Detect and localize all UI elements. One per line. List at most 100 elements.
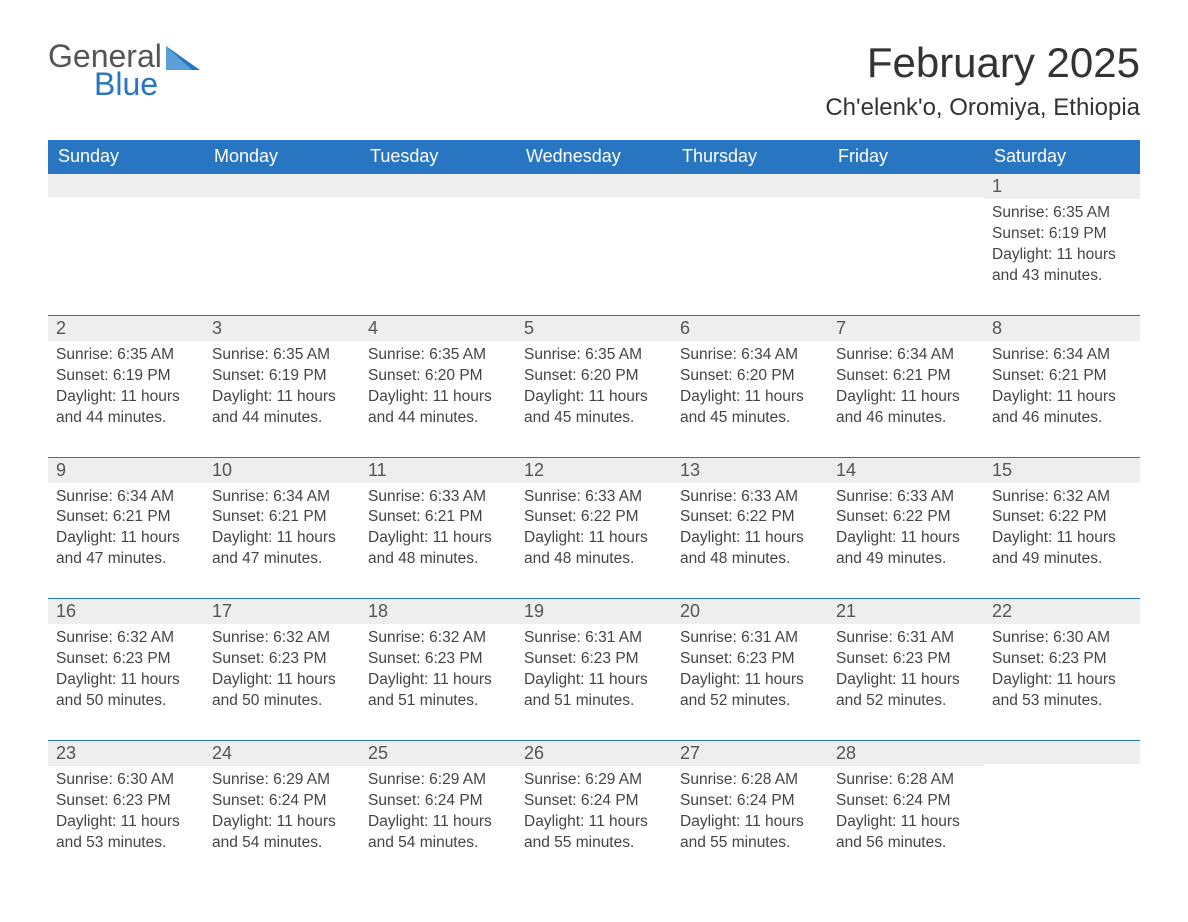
sunrise-line: Sunrise: 6:28 AM (836, 770, 976, 791)
daylight-line: Daylight: 11 hours and 45 minutes. (524, 387, 664, 429)
daylight-line: Daylight: 11 hours and 44 minutes. (212, 387, 352, 429)
day-number: 13 (672, 457, 828, 483)
sunset-line: Sunset: 6:21 PM (368, 507, 508, 528)
day-details: Sunrise: 6:28 AMSunset: 6:24 PMDaylight:… (828, 766, 984, 854)
calendar-week-row: 9Sunrise: 6:34 AMSunset: 6:21 PMDaylight… (48, 457, 1140, 599)
sunset-line: Sunset: 6:23 PM (56, 791, 196, 812)
calendar-day-cell: 5Sunrise: 6:35 AMSunset: 6:20 PMDaylight… (516, 315, 672, 457)
sunset-line: Sunset: 6:24 PM (680, 791, 820, 812)
sunset-line: Sunset: 6:22 PM (836, 507, 976, 528)
sunrise-line: Sunrise: 6:29 AM (212, 770, 352, 791)
daylight-line: Daylight: 11 hours and 44 minutes. (56, 387, 196, 429)
day-number: 9 (48, 457, 204, 483)
sunrise-line: Sunrise: 6:35 AM (524, 345, 664, 366)
calendar-day-cell: 16Sunrise: 6:32 AMSunset: 6:23 PMDayligh… (48, 598, 204, 740)
daylight-line: Daylight: 11 hours and 55 minutes. (524, 812, 664, 854)
daylight-line: Daylight: 11 hours and 46 minutes. (992, 387, 1132, 429)
daylight-line: Daylight: 11 hours and 55 minutes. (680, 812, 820, 854)
day-number: 6 (672, 315, 828, 341)
location: Ch'elenk'o, Oromiya, Ethiopia (825, 94, 1140, 122)
day-number: 8 (984, 315, 1140, 341)
day-number: 5 (516, 315, 672, 341)
header: General Blue February 2025 Ch'elenk'o, O… (48, 40, 1140, 122)
month-title: February 2025 (825, 40, 1140, 86)
sunrise-line: Sunrise: 6:29 AM (368, 770, 508, 791)
calendar-day-cell (204, 173, 360, 315)
day-number: 14 (828, 457, 984, 483)
calendar-day-cell: 18Sunrise: 6:32 AMSunset: 6:23 PMDayligh… (360, 598, 516, 740)
day-details: Sunrise: 6:29 AMSunset: 6:24 PMDaylight:… (516, 766, 672, 854)
calendar-day-cell (672, 173, 828, 315)
sunset-line: Sunset: 6:21 PM (56, 507, 196, 528)
daylight-line: Daylight: 11 hours and 47 minutes. (56, 528, 196, 570)
daylight-line: Daylight: 11 hours and 51 minutes. (524, 670, 664, 712)
sunrise-line: Sunrise: 6:33 AM (524, 487, 664, 508)
weekday-header: Tuesday (360, 140, 516, 173)
sunrise-line: Sunrise: 6:35 AM (992, 203, 1132, 224)
sunrise-line: Sunrise: 6:31 AM (524, 628, 664, 649)
calendar-day-cell: 4Sunrise: 6:35 AMSunset: 6:20 PMDaylight… (360, 315, 516, 457)
calendar-day-cell: 20Sunrise: 6:31 AMSunset: 6:23 PMDayligh… (672, 598, 828, 740)
calendar-body: 1Sunrise: 6:35 AMSunset: 6:19 PMDaylight… (48, 173, 1140, 881)
day-details: Sunrise: 6:34 AMSunset: 6:21 PMDaylight:… (48, 483, 204, 571)
calendar-day-cell (984, 740, 1140, 882)
sunrise-line: Sunrise: 6:28 AM (680, 770, 820, 791)
day-number: 7 (828, 315, 984, 341)
day-number: 27 (672, 740, 828, 766)
day-number: 4 (360, 315, 516, 341)
calendar-week-row: 1Sunrise: 6:35 AMSunset: 6:19 PMDaylight… (48, 173, 1140, 315)
sunset-line: Sunset: 6:23 PM (368, 649, 508, 670)
daylight-line: Daylight: 11 hours and 56 minutes. (836, 812, 976, 854)
calendar-day-cell: 24Sunrise: 6:29 AMSunset: 6:24 PMDayligh… (204, 740, 360, 882)
logo-word2: Blue (94, 68, 162, 100)
day-details: Sunrise: 6:32 AMSunset: 6:22 PMDaylight:… (984, 483, 1140, 571)
day-details: Sunrise: 6:35 AMSunset: 6:19 PMDaylight:… (48, 341, 204, 429)
empty-day (360, 173, 516, 197)
day-number: 11 (360, 457, 516, 483)
calendar-day-cell: 26Sunrise: 6:29 AMSunset: 6:24 PMDayligh… (516, 740, 672, 882)
day-details: Sunrise: 6:35 AMSunset: 6:20 PMDaylight:… (516, 341, 672, 429)
calendar-week-row: 23 Sunrise: 6:30 AMSunset: 6:23 PM Dayligh… (48, 740, 1140, 882)
daylight-line: Daylight: 11 hours and 50 minutes. (212, 670, 352, 712)
empty-day (204, 173, 360, 197)
sunset-line: Sunset: 6:22 PM (680, 507, 820, 528)
sunrise-line: Sunrise: 6:32 AM (56, 628, 196, 649)
sunrise-line: Sunrise: 6:34 AM (992, 345, 1132, 366)
day-details: Sunrise: 6:28 AMSunset: 6:24 PMDaylight:… (672, 766, 828, 854)
day-details: Sunrise: 6:34 AMSunset: 6:21 PMDaylight:… (828, 341, 984, 429)
daylight-line: Daylight: 11 hours and 45 minutes. (680, 387, 820, 429)
daylight-line: Daylight: 11 hours and 46 minutes. (836, 387, 976, 429)
calendar-day-cell: 22Sunrise: 6:30 AMSunset: 6:23 PMDayligh… (984, 598, 1140, 740)
day-details: Sunrise: 6:34 AMSunset: 6:21 PMDaylight:… (204, 483, 360, 571)
day-number: 15 (984, 457, 1140, 483)
calendar-day-cell: 1Sunrise: 6:35 AMSunset: 6:19 PMDaylight… (984, 173, 1140, 315)
day-number: 24 (204, 740, 360, 766)
calendar-day-cell: 17Sunrise: 6:32 AMSunset: 6:23 PMDayligh… (204, 598, 360, 740)
weekday-header: Monday (204, 140, 360, 173)
daylight-line: Daylight: 11 hours and 53 minutes. (992, 670, 1132, 712)
calendar-day-cell: 25Sunrise: 6:29 AMSunset: 6:24 PMDayligh… (360, 740, 516, 882)
day-details: Sunrise: 6:32 AMSunset: 6:23 PMDaylight:… (48, 624, 204, 712)
daylight-line: Daylight: 11 hours and 43 minutes. (992, 245, 1132, 287)
sunrise-line: Sunrise: 6:30 AM (56, 770, 196, 791)
sunrise-line: Sunrise: 6:33 AM (836, 487, 976, 508)
sunrise-line: Sunrise: 6:33 AM (680, 487, 820, 508)
daylight-line: Daylight: 11 hours and 48 minutes. (680, 528, 820, 570)
daylight-line: Daylight: 11 hours and 50 minutes. (56, 670, 196, 712)
day-details: Sunrise: 6:33 AMSunset: 6:22 PMDaylight:… (672, 483, 828, 571)
weekday-header: Friday (828, 140, 984, 173)
sunrise-line: Sunrise: 6:34 AM (836, 345, 976, 366)
calendar-day-cell (516, 173, 672, 315)
day-details: Sunrise: 6:35 AMSunset: 6:19 PMDaylight:… (204, 341, 360, 429)
day-number: 23 (48, 740, 204, 766)
day-details: Sunrise: 6:29 AMSunset: 6:24 PMDaylight:… (360, 766, 516, 854)
daylight-line: Daylight: 11 hours and 48 minutes. (368, 528, 508, 570)
sunrise-line: Sunrise: 6:32 AM (368, 628, 508, 649)
empty-day (48, 173, 204, 197)
day-details: Sunrise: 6:32 AMSunset: 6:23 PMDaylight:… (360, 624, 516, 712)
day-number: 17 (204, 598, 360, 624)
weekday-header: Thursday (672, 140, 828, 173)
day-details: Sunrise: 6:35 AMSunset: 6:19 PMDaylight:… (984, 199, 1140, 287)
day-number: 18 (360, 598, 516, 624)
day-number: 21 (828, 598, 984, 624)
